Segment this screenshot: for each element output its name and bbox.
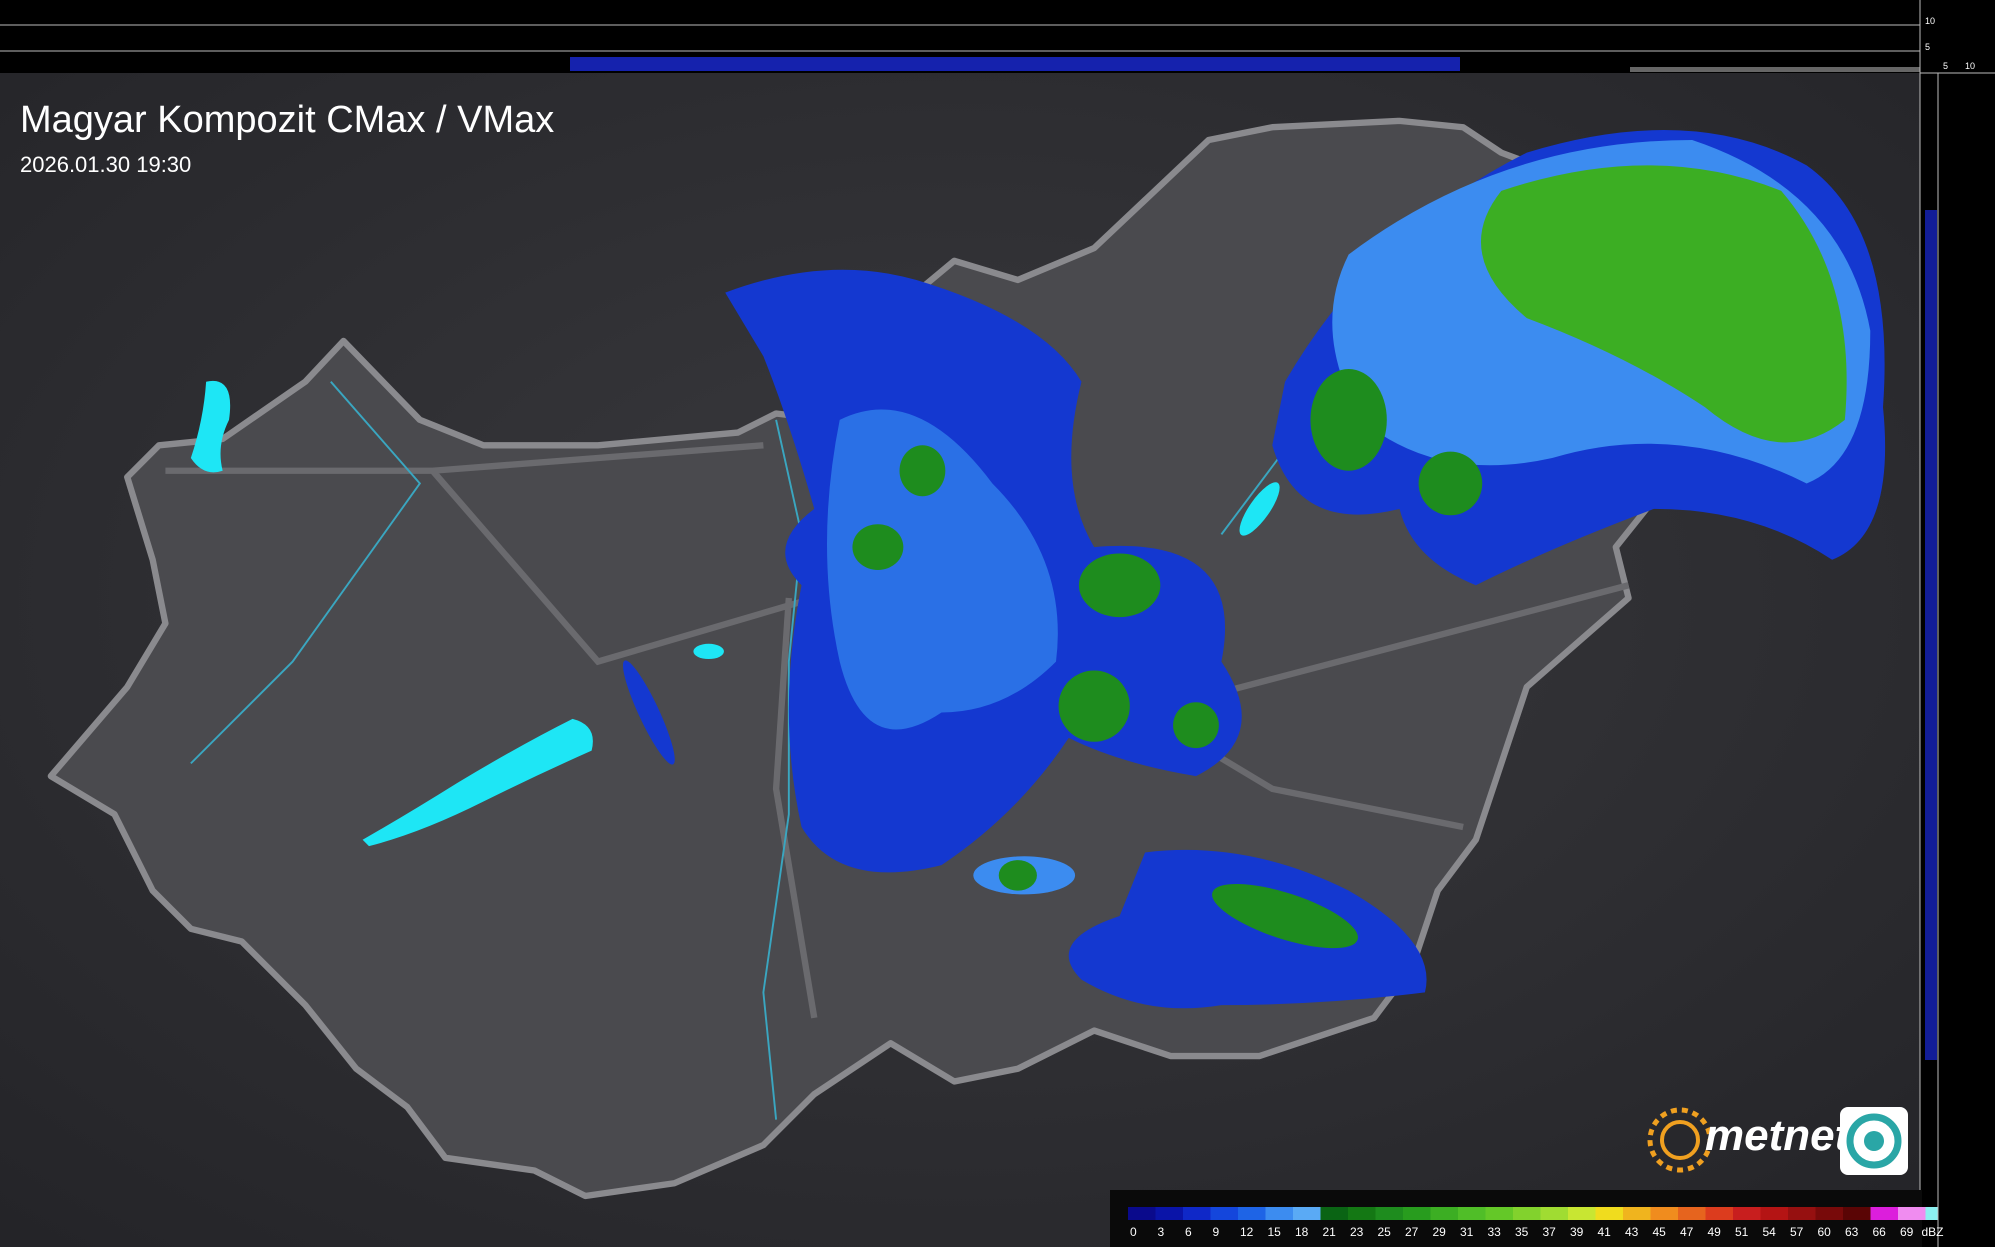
legend-swatch xyxy=(1760,1207,1788,1220)
legend: 0 3 6 9 12 15 18 21 23 25 27 29 31 33 35 37 39 41 43 45 47 49… xyxy=(1128,1207,1944,1239)
tick-label: 10 xyxy=(1925,16,1935,26)
legend-swatch xyxy=(1403,1207,1431,1220)
tick-label: 5 xyxy=(1925,42,1930,52)
map-layer xyxy=(47,117,1886,1200)
legend-swatch xyxy=(1238,1207,1266,1220)
legend-label: 15 xyxy=(1268,1225,1282,1239)
legend-swatch xyxy=(1815,1207,1843,1220)
legend-swatch xyxy=(1705,1207,1733,1220)
legend-label: 18 xyxy=(1295,1225,1309,1239)
legend-swatch xyxy=(1485,1207,1513,1220)
lake-velence xyxy=(693,643,724,660)
legend-label: 25 xyxy=(1378,1225,1392,1239)
legend-label: 43 xyxy=(1625,1225,1639,1239)
legend-swatch xyxy=(1155,1207,1183,1220)
title: Magyar Kompozit CMax / VMax xyxy=(20,99,554,141)
legend-label: 63 xyxy=(1845,1225,1859,1239)
legend-swatch xyxy=(1183,1207,1211,1220)
profile-echo xyxy=(1630,67,1920,72)
legend-label: 12 xyxy=(1240,1225,1254,1239)
legend-swatch xyxy=(1375,1207,1403,1220)
legend-swatch xyxy=(1925,1207,1938,1220)
legend-swatch xyxy=(1788,1207,1816,1220)
legend-label: 3 xyxy=(1158,1225,1165,1239)
legend-label: 39 xyxy=(1570,1225,1584,1239)
legend-label: 47 xyxy=(1680,1225,1694,1239)
legend-swatch xyxy=(1348,1207,1376,1220)
legend-label: 37 xyxy=(1543,1225,1557,1239)
legend-swatch xyxy=(1595,1207,1623,1220)
tick-label: 10 xyxy=(1965,61,1975,71)
legend-label: 29 xyxy=(1433,1225,1447,1239)
legend-swatch xyxy=(1128,1207,1156,1220)
legend-swatch xyxy=(1540,1207,1568,1220)
legend-label: 69 xyxy=(1900,1225,1914,1239)
legend-swatch xyxy=(1898,1207,1926,1220)
legend-label: 45 xyxy=(1653,1225,1667,1239)
legend-swatch xyxy=(1458,1207,1486,1220)
legend-unit: dBZ xyxy=(1922,1225,1944,1239)
legend-swatch xyxy=(1623,1207,1651,1220)
tick-label: 5 xyxy=(1943,61,1948,71)
profile-echo xyxy=(1925,210,1937,1060)
legend-swatch xyxy=(1513,1207,1541,1220)
legend-label: 0 xyxy=(1130,1225,1137,1239)
lake-balaton xyxy=(362,718,593,847)
legend-swatch xyxy=(1733,1207,1761,1220)
legend-label: 41 xyxy=(1598,1225,1612,1239)
legend-label: 35 xyxy=(1515,1225,1529,1239)
legend-label: 49 xyxy=(1708,1225,1722,1239)
legend-label: 6 xyxy=(1185,1225,1192,1239)
legend-label: 54 xyxy=(1763,1225,1777,1239)
profile-echo xyxy=(570,57,1460,71)
legend-swatch xyxy=(1210,1207,1238,1220)
legend-label: 33 xyxy=(1488,1225,1502,1239)
legend-label: 23 xyxy=(1350,1225,1364,1239)
legend-swatch xyxy=(1870,1207,1898,1220)
legend-label: 27 xyxy=(1405,1225,1419,1239)
legend-swatch xyxy=(1265,1207,1293,1220)
legend-swatch xyxy=(1650,1207,1678,1220)
legend-label: 51 xyxy=(1735,1225,1749,1239)
legend-swatch xyxy=(1320,1207,1348,1220)
legend-label: 21 xyxy=(1323,1225,1337,1239)
legend-swatch xyxy=(1843,1207,1871,1220)
legend-label: 66 xyxy=(1873,1225,1887,1239)
timestamp: 2026.01.30 19:30 xyxy=(20,152,191,177)
legend-swatch xyxy=(1568,1207,1596,1220)
legend-swatch xyxy=(1678,1207,1706,1220)
logo: metnet xyxy=(1647,1107,1908,1175)
legend-label: 57 xyxy=(1790,1225,1804,1239)
legend-swatch xyxy=(1430,1207,1458,1220)
legend-swatch xyxy=(1293,1207,1321,1220)
legend-label: 60 xyxy=(1818,1225,1832,1239)
legend-label: 31 xyxy=(1460,1225,1474,1239)
lake-ferto xyxy=(190,380,231,473)
radar-echoes xyxy=(622,130,1886,1009)
lake-tisza xyxy=(1239,482,1280,536)
legend-label: 9 xyxy=(1213,1225,1220,1239)
logo-text: metnet xyxy=(1705,1111,1852,1160)
